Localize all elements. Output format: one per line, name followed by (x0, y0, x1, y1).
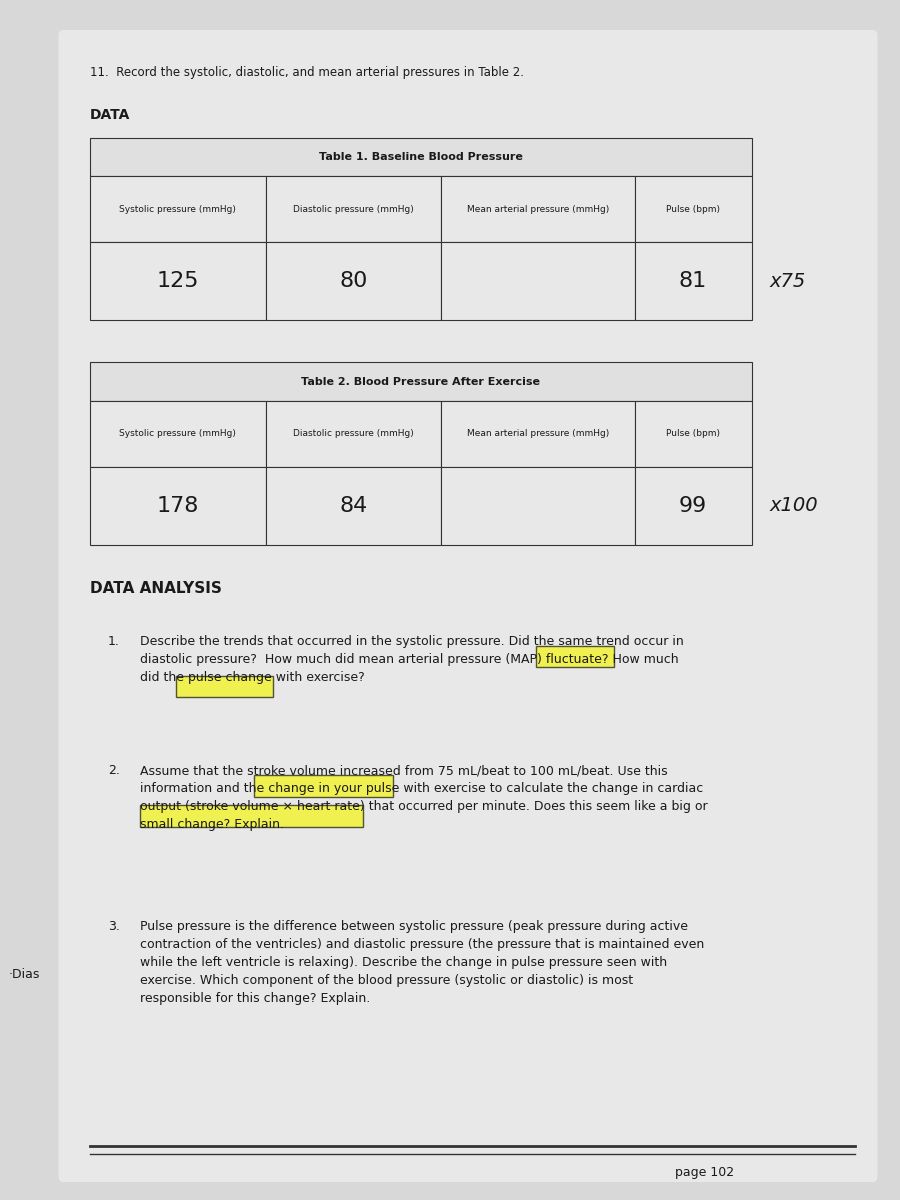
Text: 99: 99 (679, 496, 707, 516)
Text: 1.: 1. (108, 635, 120, 648)
Text: Pulse (bpm): Pulse (bpm) (666, 205, 720, 214)
Bar (90, 138, 752, 176)
Text: 84: 84 (339, 496, 367, 516)
Text: Mean arterial pressure (mmHg): Mean arterial pressure (mmHg) (466, 430, 609, 438)
Bar (441, 401, 634, 467)
Text: 80: 80 (339, 271, 367, 292)
Bar (441, 176, 634, 242)
Bar (266, 467, 441, 545)
Bar (634, 401, 752, 467)
Bar (90, 362, 752, 401)
Text: Assume that the stroke volume increased from 75 mL/beat to 100 mL/beat. Use this: Assume that the stroke volume increased … (140, 764, 707, 832)
Text: 178: 178 (157, 496, 199, 516)
Bar (90, 401, 266, 467)
Bar (634, 467, 752, 545)
Text: Pulse (bpm): Pulse (bpm) (666, 430, 720, 438)
Text: Describe the trends that occurred in the systolic pressure. Did the same trend o: Describe the trends that occurred in the… (140, 635, 683, 684)
Text: DATA: DATA (90, 108, 130, 122)
FancyBboxPatch shape (140, 805, 363, 827)
Bar (90, 242, 266, 320)
Text: 3.: 3. (108, 920, 120, 934)
Text: Diastolic pressure (mmHg): Diastolic pressure (mmHg) (292, 430, 414, 438)
Bar (634, 176, 752, 242)
Bar (90, 467, 266, 545)
Bar (441, 242, 634, 320)
Text: Diastolic pressure (mmHg): Diastolic pressure (mmHg) (292, 205, 414, 214)
Bar (266, 401, 441, 467)
Text: Pulse pressure is the difference between systolic pressure (peak pressure during: Pulse pressure is the difference between… (140, 920, 704, 1006)
Text: ·Dias: ·Dias (9, 968, 40, 982)
Text: 11.  Record the systolic, diastolic, and mean arterial pressures in Table 2.: 11. Record the systolic, diastolic, and … (90, 66, 524, 79)
FancyBboxPatch shape (58, 30, 877, 1182)
FancyBboxPatch shape (536, 646, 614, 667)
FancyBboxPatch shape (176, 676, 273, 697)
Text: Systolic pressure (mmHg): Systolic pressure (mmHg) (120, 205, 236, 214)
Bar (634, 242, 752, 320)
Text: Mean arterial pressure (mmHg): Mean arterial pressure (mmHg) (466, 205, 609, 214)
Text: DATA ANALYSIS: DATA ANALYSIS (90, 581, 222, 596)
Text: x75: x75 (770, 272, 806, 290)
Text: 2.: 2. (108, 764, 120, 778)
Bar (90, 176, 266, 242)
Text: Table 1. Baseline Blood Pressure: Table 1. Baseline Blood Pressure (319, 152, 523, 162)
Text: page 102: page 102 (675, 1166, 734, 1180)
Bar (441, 467, 634, 545)
FancyBboxPatch shape (254, 775, 393, 797)
Text: Systolic pressure (mmHg): Systolic pressure (mmHg) (120, 430, 236, 438)
Text: x100: x100 (770, 497, 818, 515)
Bar (266, 176, 441, 242)
Text: Table 2. Blood Pressure After Exercise: Table 2. Blood Pressure After Exercise (302, 377, 540, 386)
Text: 125: 125 (157, 271, 199, 292)
Text: 81: 81 (679, 271, 707, 292)
Bar (266, 242, 441, 320)
